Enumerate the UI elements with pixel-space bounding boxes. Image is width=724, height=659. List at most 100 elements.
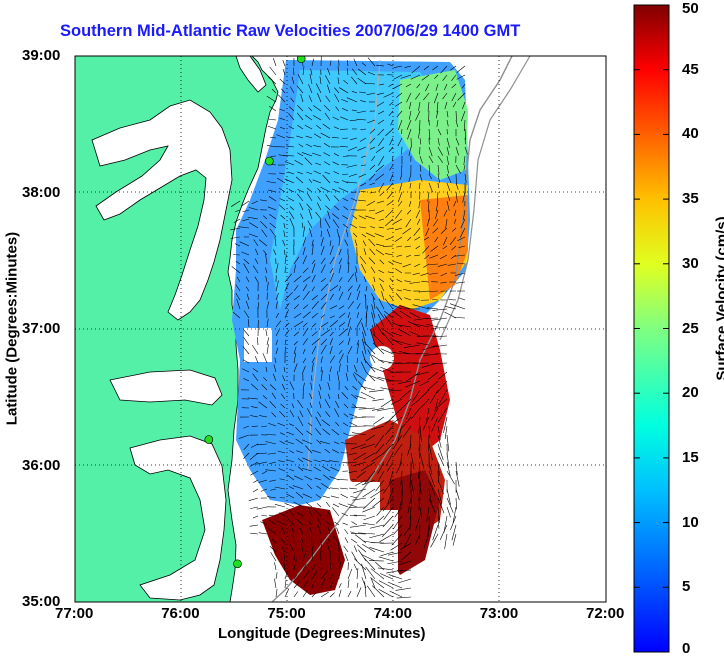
velocity-arrow (371, 354, 385, 364)
velocity-arrow (234, 243, 241, 247)
velocity-arrow (348, 470, 358, 473)
velocity-arrow (426, 307, 439, 310)
velocity-arrow (320, 314, 326, 319)
velocity-arrow (362, 544, 376, 553)
velocity-arrow (284, 302, 290, 310)
velocity-arrow (386, 569, 403, 574)
velocity-arrow (397, 328, 412, 337)
velocity-arrow (442, 92, 448, 100)
colorbar-tick-label: 0 (682, 640, 691, 657)
velocity-arrow (324, 218, 331, 229)
velocity-arrow (291, 403, 295, 409)
velocity-arrow (419, 173, 423, 182)
velocity-arrow (456, 74, 466, 80)
velocity-arrow (297, 399, 304, 409)
velocity-arrow (440, 281, 448, 284)
velocity-arrow (369, 191, 376, 194)
velocity-arrow (455, 488, 460, 501)
velocity-arrow (242, 346, 250, 355)
velocity-arrow (369, 137, 376, 144)
velocity-arrow (375, 323, 385, 337)
velocity-arrow (375, 515, 385, 524)
velocity-arrow (435, 380, 448, 394)
velocity-arrow (382, 443, 394, 455)
velocity-arrow (329, 267, 334, 274)
velocity-arrow (396, 461, 403, 474)
velocity-arrow (267, 452, 277, 455)
velocity-arrow (347, 262, 350, 274)
velocity-arrow (320, 571, 328, 580)
x-tick-label: 74:00 (373, 605, 412, 622)
velocity-arrow (335, 400, 340, 409)
velocity-arrow (439, 524, 448, 541)
velocity-arrow (421, 281, 430, 283)
velocity-arrow (268, 189, 277, 193)
velocity-arrow (350, 538, 358, 544)
velocity-arrow (311, 581, 315, 589)
velocity-arrow (380, 348, 394, 355)
station-marker (204, 435, 214, 444)
velocity-arrow (280, 214, 286, 220)
velocity-arrow (329, 366, 332, 373)
velocity-arrow (385, 236, 394, 241)
velocity-arrow (297, 74, 304, 85)
velocity-arrow (251, 443, 259, 448)
velocity-arrow (295, 427, 304, 436)
velocity-arrow (369, 375, 385, 382)
colorbar-tick-label: 40 (682, 125, 699, 143)
velocity-arrow (392, 260, 403, 265)
velocity-arrow (388, 146, 394, 153)
velocity-arrow (320, 591, 329, 598)
velocity-arrow (333, 153, 340, 157)
velocity-arrow (443, 209, 448, 217)
velocity-arrow (433, 218, 439, 227)
velocity-arrow (319, 384, 322, 391)
velocity-arrow (317, 188, 322, 193)
velocity-arrow (289, 218, 295, 229)
velocity-arrow (329, 315, 335, 319)
velocity-arrow (338, 328, 348, 337)
velocity-arrow (309, 73, 313, 85)
velocity-arrow (338, 264, 342, 274)
velocity-arrow (289, 450, 295, 454)
velocity-arrow (328, 460, 340, 463)
velocity-arrow (432, 299, 439, 301)
velocity-arrow (432, 227, 439, 234)
velocity-arrow (399, 324, 412, 328)
bathymetry-line-2 (439, 56, 531, 341)
velocity-arrow (385, 128, 394, 137)
velocity-arrow (275, 588, 278, 598)
velocity-arrow (449, 236, 457, 245)
velocity-arrow (340, 493, 349, 499)
velocity-arrow (443, 416, 448, 433)
velocity-arrow (268, 196, 277, 202)
velocity-arrow (302, 550, 307, 562)
colorbar-tick-label: 50 (682, 0, 699, 17)
velocity-arrow (436, 191, 439, 202)
velocity-arrow (233, 218, 241, 223)
velocity-arrow (249, 415, 259, 418)
velocity-arrow (385, 434, 394, 445)
velocity-arrow (407, 443, 412, 456)
velocity-arrow (383, 314, 394, 328)
velocity-arrow (369, 164, 376, 170)
velocity-arrow (351, 432, 367, 436)
velocity-arrow (366, 92, 376, 96)
velocity-arrow (391, 332, 403, 337)
velocity-arrow (269, 519, 277, 526)
velocity-arrow (460, 218, 466, 229)
velocity-arrow (355, 395, 367, 400)
velocity-arrow (341, 392, 349, 400)
velocity-arrow (279, 410, 286, 418)
velocity-arrow (320, 237, 324, 247)
velocity-arrow (309, 393, 313, 400)
velocity-arrow (363, 341, 376, 355)
velocity-arrow (455, 110, 457, 121)
velocity-arrow (279, 512, 286, 517)
velocity-arrow (252, 368, 259, 373)
velocity-arrow (419, 137, 422, 145)
velocity-arrow (301, 543, 304, 553)
velocity-arrow (260, 220, 268, 229)
velocity-arrow (320, 257, 326, 265)
